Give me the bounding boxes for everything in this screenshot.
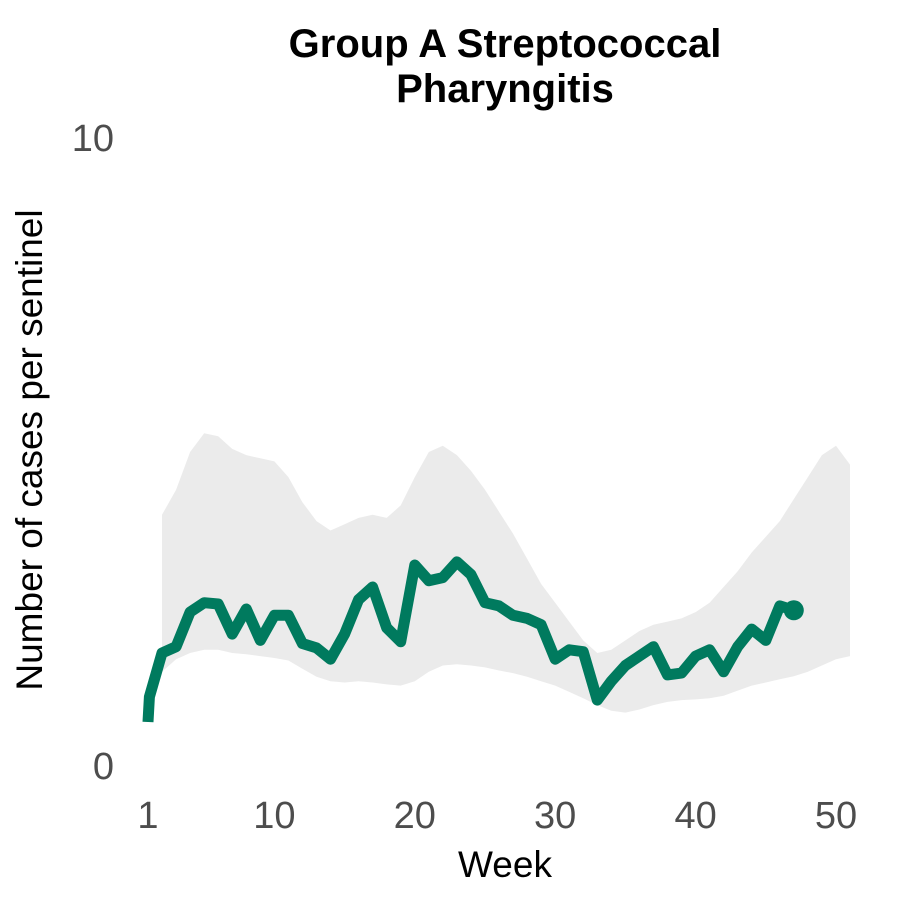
current-season-line	[142, 556, 796, 723]
chart-title-line-2: Pharyngitis	[396, 67, 614, 111]
x-tick-labels: 1 10 20 30 40 50	[137, 795, 857, 837]
y-axis-label: Number of cases per sentinel	[9, 209, 50, 690]
range-band-layer	[162, 433, 850, 713]
series-line-layer	[142, 556, 804, 723]
previous-years-range-band	[162, 433, 850, 713]
x-axis-label: Week	[458, 844, 552, 885]
x-tick-label: 1	[137, 795, 158, 837]
x-tick-label: 40	[674, 795, 716, 837]
latest-week-point	[783, 600, 804, 621]
x-tick-label: 50	[815, 795, 857, 837]
y-tick-label: 10	[72, 118, 114, 160]
chart-title-line-1: Group A Streptococcal	[289, 22, 722, 66]
y-tick-labels: 0 10	[72, 118, 114, 788]
x-tick-label: 20	[394, 795, 436, 837]
y-tick-label: 0	[93, 746, 114, 788]
x-tick-label: 10	[253, 795, 295, 837]
x-tick-label: 30	[534, 795, 576, 837]
